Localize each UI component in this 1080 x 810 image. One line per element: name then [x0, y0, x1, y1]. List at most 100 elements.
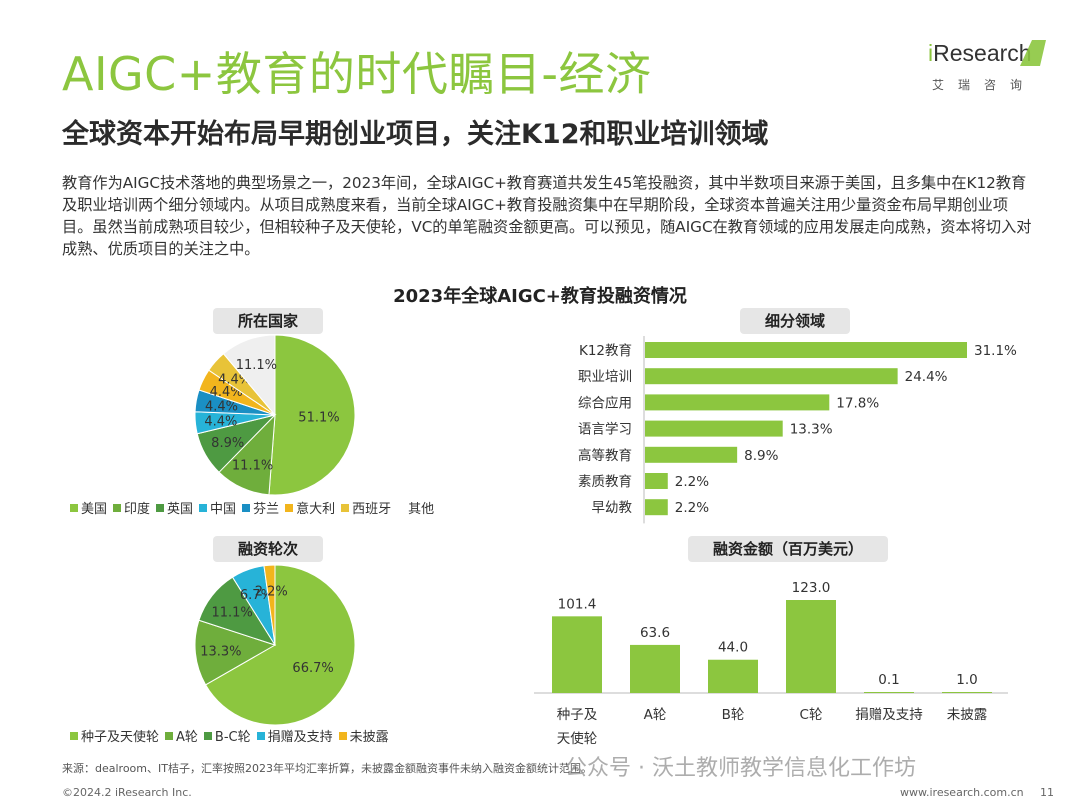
segment-category-label: 高等教育	[578, 447, 632, 464]
amount-bar	[552, 616, 602, 693]
country-legend-item: 美国	[70, 498, 107, 517]
segment-value-label: 17.8%	[836, 395, 879, 411]
country-legend-swatch	[341, 503, 350, 512]
round-legend-item: 种子及天使轮	[70, 726, 159, 745]
segment-bar	[645, 446, 738, 463]
round-legend-item: B-C轮	[203, 726, 251, 745]
legend-round: 种子及天使轮 A轮 B-C轮 捐赠及支持 未披露	[70, 726, 389, 745]
amount-category-label: 种子及	[557, 707, 598, 723]
country-value-label: 51.1%	[298, 411, 339, 426]
country-legend-item: 其他	[397, 498, 434, 517]
amount-category-label: C轮	[800, 707, 823, 723]
amount-category-label: 捐赠及支持	[855, 707, 923, 723]
segment-bar	[645, 473, 668, 489]
round-legend-swatch	[70, 731, 78, 740]
logo-leaf-icon	[1020, 40, 1046, 66]
amount-bar	[630, 644, 680, 693]
amount-category-label: 天使轮	[557, 730, 598, 747]
segment-bar	[645, 342, 967, 358]
round-slice	[263, 564, 276, 646]
country-legend-label: 英国	[167, 502, 194, 517]
segment-bar	[645, 394, 830, 411]
segment-category-label: 素质教育	[578, 474, 632, 490]
country-legend-item: 中国	[199, 498, 236, 517]
round-slice	[204, 564, 356, 726]
country-value-label: 4.4%	[210, 385, 243, 400]
pie-chart-country: 51.1%11.1%8.9%4.4%4.4%4.4%4.4%11.1%	[194, 334, 356, 496]
bar-chart-amount: 101.4 种子及天使轮 63.6 A轮 44.0 B轮 123.0 C轮 0.1 捐赠及支持 1.…	[534, 580, 1008, 747]
country-legend-item: 英国	[156, 498, 193, 517]
segment-bar	[645, 499, 668, 516]
round-value-label: 13.3%	[200, 645, 241, 660]
segment-category-label: 语言学习	[578, 422, 632, 438]
round-legend-label: 种子及天使轮	[81, 730, 160, 745]
segment-bar	[645, 420, 783, 437]
country-legend-label: 美国	[81, 502, 108, 517]
country-legend-item: 意大利	[285, 498, 335, 517]
round-legend-item: 捐赠及支持	[256, 726, 333, 745]
segment-category-label: 职业培训	[578, 369, 632, 385]
source-note: 来源：dealroom、IT桔子，汇率按照2023年平均汇率折算，未披露金额融资…	[62, 762, 592, 775]
country-legend-swatch	[397, 503, 406, 512]
round-legend-swatch	[165, 731, 174, 740]
amount-bar	[786, 600, 836, 693]
panel-label-segment: 细分领域	[740, 308, 850, 334]
panel-label-country: 所在国家	[213, 308, 323, 334]
page-title: AIGC+教育的时代瞩目-经济	[62, 47, 652, 101]
country-legend-label: 芬兰	[253, 502, 280, 517]
logo-wordmark-prefix: i	[928, 40, 934, 66]
country-legend-label: 中国	[210, 502, 237, 517]
country-legend-swatch	[242, 503, 251, 512]
segment-value-label: 24.4%	[905, 369, 948, 385]
round-legend-item: A轮	[165, 726, 198, 745]
country-legend-label: 意大利	[296, 502, 336, 517]
segment-value-label: 8.9%	[744, 448, 778, 464]
segment-value-label: 2.2%	[675, 474, 709, 490]
country-legend-swatch	[113, 503, 122, 512]
amount-value-label: 63.6	[640, 625, 670, 641]
pie-chart-round: 66.7% 13.3% 11.1% 6.7%2.2%	[194, 564, 356, 726]
logo-wordmark-rest: Research	[933, 40, 1032, 66]
country-legend-swatch	[156, 503, 165, 512]
country-value-label: 4.4%	[204, 414, 237, 429]
page-number: 11	[1040, 786, 1054, 799]
segment-value-label: 13.3%	[790, 422, 833, 438]
round-value-label: 6.7%	[240, 588, 273, 603]
country-legend-label: 其他	[408, 502, 435, 517]
round-legend-label: 未披露	[349, 730, 389, 745]
segment-category-label: 综合应用	[578, 394, 632, 411]
round-legend-swatch	[256, 731, 265, 740]
round-legend-label: A轮	[176, 730, 198, 745]
country-legend-swatch	[285, 503, 294, 512]
country-value-label: 11.1%	[232, 459, 273, 474]
amount-bar	[864, 692, 914, 693]
round-legend-label: B-C轮	[214, 730, 251, 745]
country-legend-swatch	[70, 503, 78, 512]
amount-category-label: A轮	[644, 707, 667, 723]
country-value-label: 11.1%	[236, 358, 277, 373]
segment-value-label: 31.1%	[974, 343, 1017, 359]
intro-paragraph: 教育作为AIGC技术落地的典型场景之一，2023年间，全球AIGC+教育赛道共发…	[62, 174, 1032, 258]
legend-country: 美国 印度 英国 中国 芬兰 意大利 西班牙 其他	[70, 498, 434, 517]
country-slice	[268, 334, 356, 496]
amount-value-label: 0.1	[878, 672, 899, 688]
amount-category-label: B轮	[722, 707, 745, 723]
amount-bar	[708, 659, 758, 693]
country-legend-label: 印度	[124, 502, 151, 517]
country-value-label: 4.4%	[205, 399, 238, 414]
copyright: ©2024.2 iResearch Inc.	[62, 786, 192, 799]
website-url: www.iresearch.com.cn	[900, 786, 1024, 799]
iresearch-logo: iResearch 艾瑞咨询	[928, 36, 1048, 96]
amount-bar	[942, 692, 992, 693]
country-legend-item: 西班牙	[341, 498, 391, 517]
logo-chinese: 艾瑞咨询	[932, 78, 1037, 92]
round-legend-label: 捐赠及支持	[267, 730, 333, 745]
country-slice	[222, 334, 276, 417]
chart-title: 2023年全球AIGC+教育投融资情况	[393, 286, 687, 307]
panel-label-amount: 融资金额（百万美元）	[688, 536, 888, 562]
country-legend-label: 西班牙	[352, 502, 392, 517]
segment-category-label: 早幼教	[592, 500, 633, 516]
round-legend-item: 未披露	[338, 726, 389, 745]
round-legend-swatch	[203, 731, 212, 740]
round-legend-swatch	[338, 731, 347, 740]
